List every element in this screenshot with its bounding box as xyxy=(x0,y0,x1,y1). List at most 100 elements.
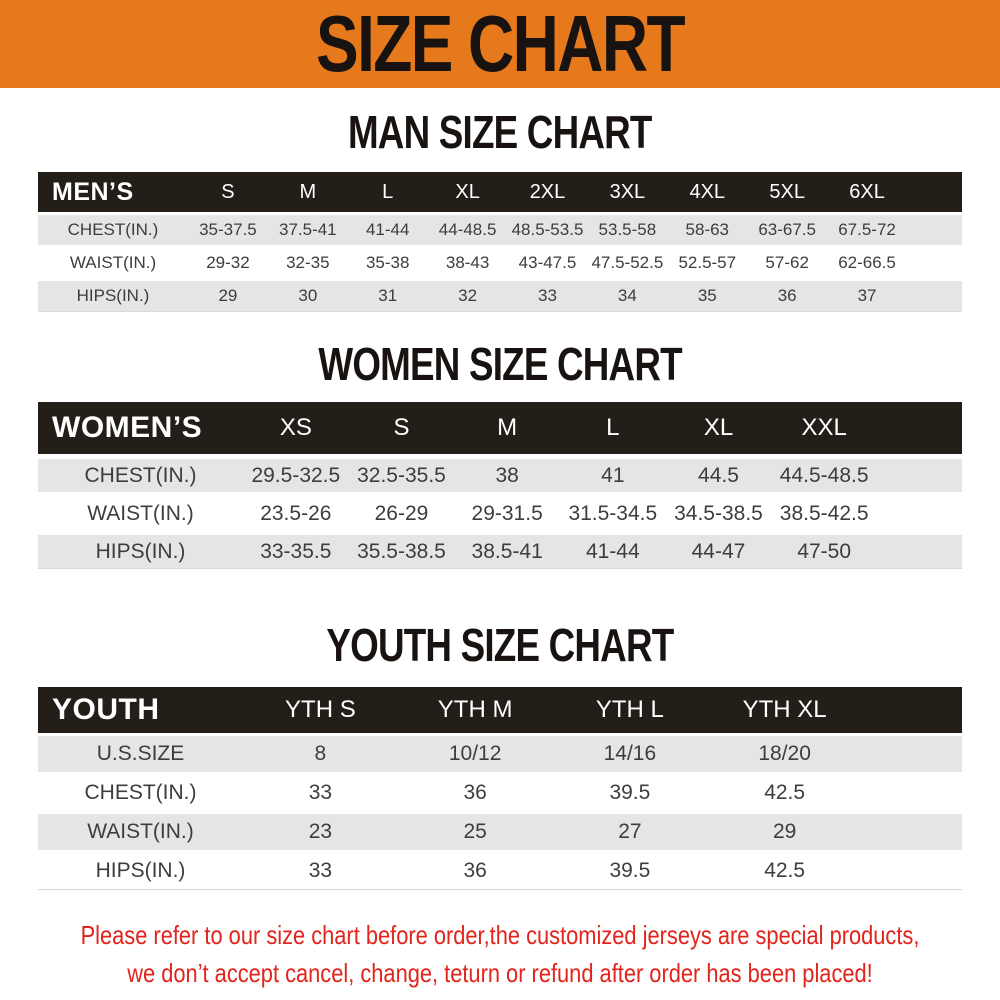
table-header-row: WOMEN’S XS S M L XL XXL xyxy=(38,402,962,454)
size-value-cell: 38.5-42.5 xyxy=(779,501,869,525)
size-value-cell: 34 xyxy=(617,286,637,305)
size-value-cell: 36 xyxy=(463,781,487,804)
size-value-cell: 43-47.5 xyxy=(518,253,577,272)
size-value-cell: 31.5-34.5 xyxy=(568,501,658,525)
size-value-cell: 33 xyxy=(538,286,557,305)
size-value-cell: 47.5-52.5 xyxy=(591,253,664,272)
size-value-cell: 36 xyxy=(463,859,487,882)
footer-note-line-1: Please refer to our size chart before or… xyxy=(80,920,920,950)
row-label: CHEST(IN.) xyxy=(84,781,197,804)
size-value-cell: 42.5 xyxy=(764,859,806,882)
size-value-cell: 29-31.5 xyxy=(471,501,543,525)
size-value-cell: 33 xyxy=(308,781,333,804)
size-value-cell: 48.5-53.5 xyxy=(511,220,584,239)
size-value-cell: 23.5-26 xyxy=(260,501,332,525)
size-value-cell: 29-32 xyxy=(206,253,250,272)
column-header: M xyxy=(299,180,317,203)
size-value-cell: 35-38 xyxy=(365,253,410,272)
size-value-cell: 52.5-57 xyxy=(678,253,737,272)
women-size-table: WOMEN’S XS S M L XL XXL CHEST(IN.) 29.5-32.5 32.5… xyxy=(38,402,962,569)
size-value-cell: 33-35.5 xyxy=(260,539,332,563)
size-value-cell: 42.5 xyxy=(764,781,806,804)
size-value-cell: 57-62 xyxy=(765,253,809,272)
column-header: S xyxy=(393,414,410,441)
table-row: HIPS(IN.) 29 30 31 32 33 34 35 36 37 xyxy=(38,281,962,311)
size-value-cell: 39.5 xyxy=(609,859,651,882)
size-value-cell: 44-48.5 xyxy=(438,220,497,239)
size-value-cell: 10/12 xyxy=(448,742,502,765)
size-value-cell: 29 xyxy=(772,820,797,843)
size-value-cell: 32.5-35.5 xyxy=(357,463,446,487)
size-value-cell: 58-63 xyxy=(685,220,730,239)
size-value-cell: 32-35 xyxy=(286,253,330,272)
table-row: CHEST(IN.) 29.5-32.5 32.5-35.5 38 41 44.5 44.5… xyxy=(38,459,962,492)
table-corner-label: YOUTH xyxy=(52,693,160,726)
size-value-cell: 44-47 xyxy=(691,539,746,563)
size-chart-banner: SIZE CHART xyxy=(0,0,1000,88)
table-row: WAIST(IN.) 23 25 27 29 xyxy=(38,814,962,850)
column-header: 6XL xyxy=(849,180,885,203)
table-row: HIPS(IN.) 33-35.5 35.5-38.5 38.5-41 41-44 44-… xyxy=(38,535,962,568)
size-value-cell: 35.5-38.5 xyxy=(357,539,446,563)
size-value-cell: 47-50 xyxy=(797,539,852,563)
column-header: 3XL xyxy=(609,180,646,203)
column-header: YTH S xyxy=(285,696,356,723)
size-value-cell: 8 xyxy=(314,742,327,765)
size-value-cell: 26-29 xyxy=(374,501,429,525)
size-value-cell: 27 xyxy=(618,820,642,843)
footer-note: Please refer to our size chart before or… xyxy=(0,916,1000,992)
column-header: YTH L xyxy=(595,696,664,723)
table-row: WAIST(IN.) 23.5-26 26-29 29-31.5 31.5-34.5 34… xyxy=(38,497,962,530)
table-row: CHEST(IN.) 35-37.5 37.5-41 41-44 44-48.5 48.5… xyxy=(38,215,962,245)
table-header-row: MEN’S S M L XL 2XL 3XL 4XL 5XL 6XL xyxy=(38,172,962,212)
row-label: HIPS(IN.) xyxy=(76,286,150,305)
column-header: L xyxy=(606,414,620,441)
size-value-cell: 29 xyxy=(218,286,238,305)
size-value-cell: 25 xyxy=(463,820,487,843)
youth-size-table: YOUTH YTH S YTH M YTH L YTH XL U.S.SIZE 8 10/12… xyxy=(38,687,962,890)
size-value-cell: 31 xyxy=(378,286,398,305)
column-header: 4XL xyxy=(689,180,726,203)
size-value-cell: 62-66.5 xyxy=(838,253,896,272)
table-corner-label: MEN’S xyxy=(52,177,134,206)
column-header: YTH XL xyxy=(742,696,827,723)
row-label: WAIST(IN.) xyxy=(87,501,194,525)
size-value-cell: 34.5-38.5 xyxy=(674,501,763,525)
banner-title: SIZE CHART xyxy=(316,0,686,88)
size-value-cell: 38.5-41 xyxy=(471,539,543,563)
size-value-cell: 53.5-58 xyxy=(598,220,657,239)
size-value-cell: 41-44 xyxy=(365,220,410,239)
size-value-cell: 41 xyxy=(601,463,625,487)
column-header: S xyxy=(221,180,235,203)
section-title-text: YOUTH SIZE CHART xyxy=(326,619,674,671)
column-header: 5XL xyxy=(769,180,805,203)
size-value-cell: 36 xyxy=(777,286,797,305)
row-label: CHEST(IN.) xyxy=(67,220,159,239)
size-value-cell: 35-37.5 xyxy=(199,220,257,239)
column-header: M xyxy=(497,414,518,441)
row-label: U.S.SIZE xyxy=(96,742,185,765)
table-row: CHEST(IN.) 33 36 39.5 42.5 xyxy=(38,775,962,811)
column-header: YTH M xyxy=(437,696,513,723)
column-header: XS xyxy=(279,414,312,441)
row-label: HIPS(IN.) xyxy=(95,859,186,882)
size-value-cell: 63-67.5 xyxy=(758,220,816,239)
column-header: XL xyxy=(703,414,734,441)
size-value-cell: 29.5-32.5 xyxy=(251,463,341,487)
size-value-cell: 44.5-48.5 xyxy=(779,463,869,487)
size-value-cell: 14/16 xyxy=(603,742,657,765)
table-row: U.S.SIZE 8 10/12 14/16 18/20 xyxy=(38,736,962,772)
row-label: CHEST(IN.) xyxy=(84,463,197,487)
column-header: 2XL xyxy=(529,180,566,203)
size-value-cell: 35 xyxy=(697,286,717,305)
men-size-table: MEN’S S M L XL 2XL 3XL 4XL 5XL 6XL CHEST(IN.) 35-37… xyxy=(38,172,962,312)
size-value-cell: 37.5-41 xyxy=(278,220,337,239)
table-row: WAIST(IN.) 29-32 32-35 35-38 38-43 43-47.5 47.… xyxy=(38,248,962,278)
size-value-cell: 39.5 xyxy=(609,781,651,804)
table-row: HIPS(IN.) 33 36 39.5 42.5 xyxy=(38,853,962,889)
size-value-cell: 30 xyxy=(298,286,318,305)
size-value-cell: 18/20 xyxy=(758,742,811,765)
size-value-cell: 41-44 xyxy=(585,539,640,563)
man-size-chart-title: MAN SIZE CHART xyxy=(0,108,1000,156)
row-label: HIPS(IN.) xyxy=(95,539,186,563)
